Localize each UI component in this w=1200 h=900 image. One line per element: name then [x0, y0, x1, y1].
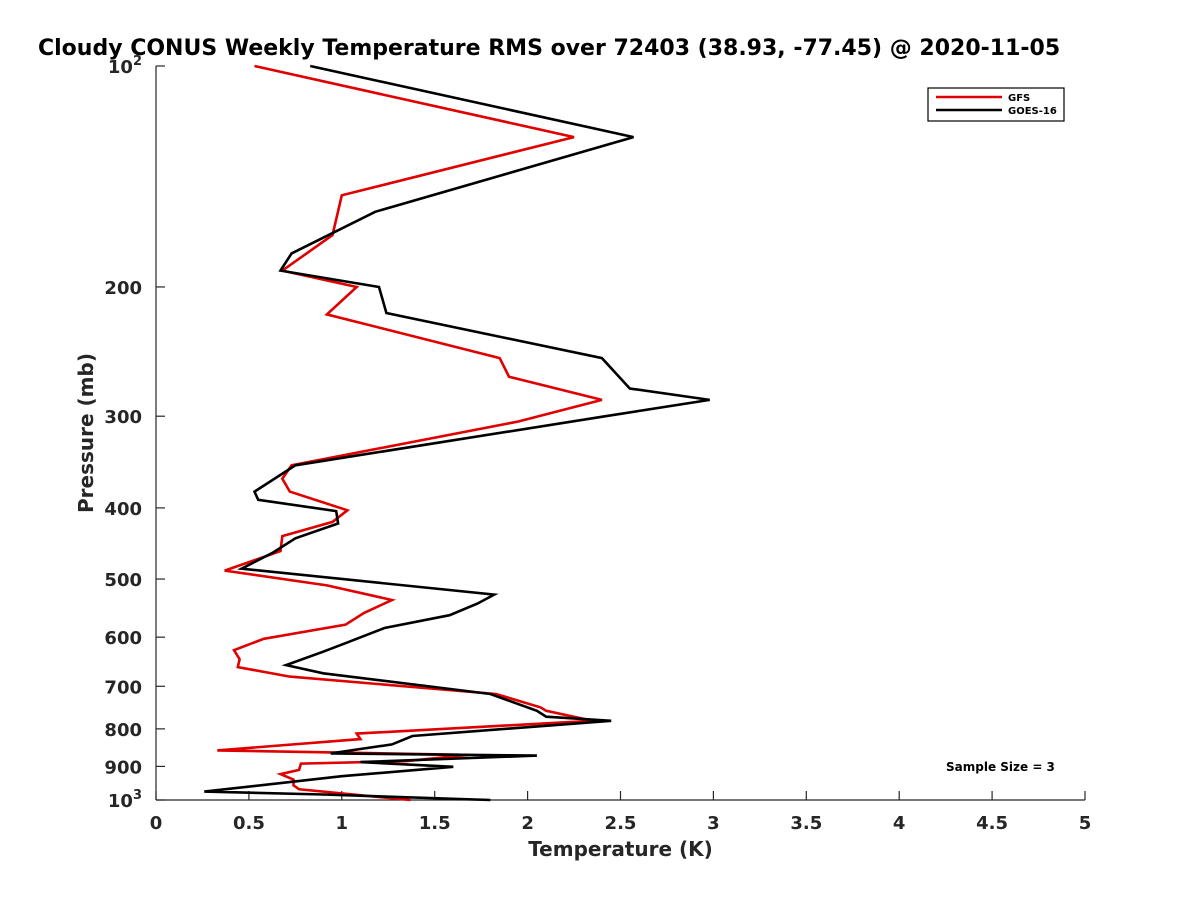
- x-tick-label: 0: [150, 813, 163, 834]
- y-tick-label: 500: [104, 570, 142, 591]
- chart-title: Cloudy CONUS Weekly Temperature RMS over…: [38, 36, 1060, 61]
- series-line-gfs: [217, 64, 603, 802]
- y-tick-label: 200: [104, 278, 142, 299]
- x-tick-label: 1: [336, 813, 349, 834]
- sample-size-annotation: Sample Size = 3: [946, 760, 1055, 774]
- x-tick-label: 3: [707, 813, 720, 834]
- y-axis-label: Pressure (mb): [74, 353, 98, 513]
- y-tick-label: 400: [104, 499, 142, 520]
- legend-label-goes-16: GOES-16: [1008, 106, 1057, 117]
- x-tick-label: 2.5: [605, 813, 637, 834]
- y-tick-label: 800: [104, 720, 142, 741]
- x-tick-label: 0.5: [233, 813, 265, 834]
- y-tick-label: 600: [104, 628, 142, 649]
- legend-label-gfs: GFS: [1008, 93, 1030, 104]
- x-tick-label: 2: [521, 813, 534, 834]
- legend-box: [927, 87, 1065, 122]
- legend: GFS GOES-16: [927, 87, 1065, 122]
- x-axis-label: Temperature (K): [528, 837, 713, 861]
- x-tick-label: 1.5: [419, 813, 451, 834]
- x-tick-label: 5: [1079, 813, 1092, 834]
- series-line-goes-16: [204, 64, 710, 802]
- y-tick-label: 103: [108, 788, 142, 812]
- x-tick-label: 4: [893, 813, 906, 834]
- y-tick-label: 300: [104, 407, 142, 428]
- y-tick-label: 102: [108, 54, 142, 78]
- y-tick-label: 900: [104, 757, 142, 778]
- x-tick-label: 4.5: [976, 813, 1008, 834]
- series-layer: [204, 64, 710, 802]
- y-tick-label: 700: [104, 677, 142, 698]
- x-tick-label: 3.5: [790, 813, 822, 834]
- axes: 0 0.5 1 1.5 2 2.5 3 3.5 4 4.5 5 102 200 300 400 500 600 7…: [104, 54, 1091, 834]
